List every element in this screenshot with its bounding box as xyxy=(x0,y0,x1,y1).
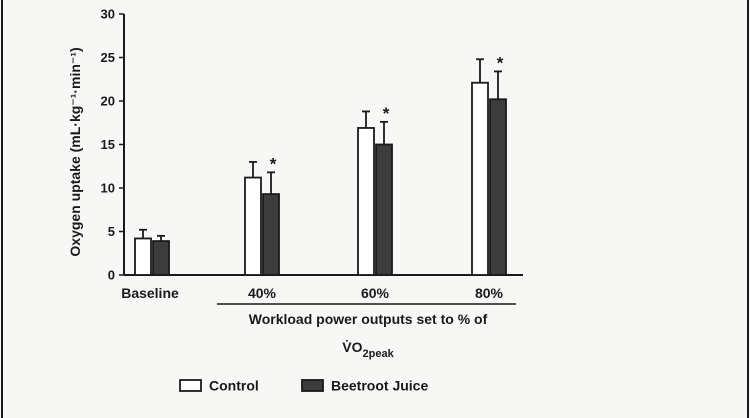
bars: * * * xyxy=(134,53,507,276)
x-axis-title-line2: V̇O2peak xyxy=(342,339,394,360)
y-tick-label: 20 xyxy=(101,94,115,109)
x-axis-title-line1: Workload power outputs set to % of xyxy=(249,311,488,327)
y-tick-label: 10 xyxy=(101,181,115,196)
category-label: 60% xyxy=(361,285,390,301)
significance-star: * xyxy=(270,154,277,173)
significance-star: * xyxy=(383,104,390,123)
y-tick-label: 5 xyxy=(108,224,115,239)
y-axis-title: Oxygen uptake (mL·kg⁻¹·min⁻¹) xyxy=(67,47,83,256)
y-tick-label: 30 xyxy=(101,7,115,22)
category-label: 80% xyxy=(475,285,504,301)
category-labels: Baseline 40% 60% 80% xyxy=(121,285,503,301)
beetroot-bar xyxy=(375,143,393,276)
x-axis xyxy=(124,274,523,305)
y-tick-label: 15 xyxy=(101,137,115,152)
beetroot-bar xyxy=(489,98,507,276)
y-tick-label: 25 xyxy=(101,50,115,65)
control-bar xyxy=(357,127,375,276)
significance-star: * xyxy=(497,53,504,72)
legend: Control Beetroot Juice xyxy=(179,378,428,394)
category-label: Baseline xyxy=(121,285,179,301)
category-label: 40% xyxy=(248,285,277,301)
beetroot-bar xyxy=(262,193,280,276)
control-legend-label: Control xyxy=(209,378,259,394)
beetroot-bar xyxy=(152,240,170,276)
beetroot-legend-swatch xyxy=(301,379,324,392)
control-legend-swatch xyxy=(179,379,202,392)
x-axis-title-subscript: 2peak xyxy=(363,348,395,360)
y-axis: 0 5 10 15 20 25 30 xyxy=(101,7,125,283)
beetroot-legend-label: Beetroot Juice xyxy=(331,378,428,394)
y-tick-label: 0 xyxy=(108,268,115,283)
left-edge-line xyxy=(1,0,3,418)
control-bar xyxy=(244,176,262,276)
control-bar xyxy=(471,81,489,276)
control-bar xyxy=(134,237,152,276)
right-edge-line xyxy=(747,0,749,418)
x-axis-title-vo: V̇O xyxy=(342,339,362,355)
